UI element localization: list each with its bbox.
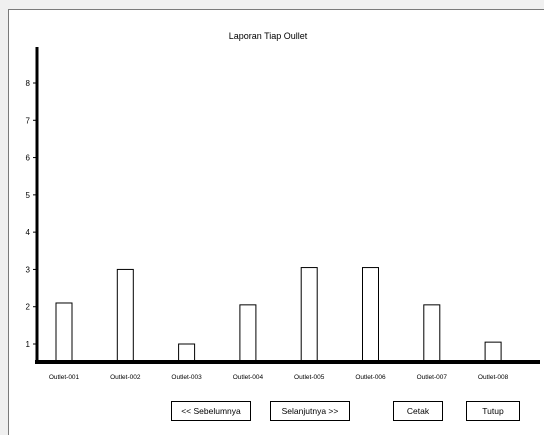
bars xyxy=(55,267,502,363)
chart-title: Laporan Tiap Oullet xyxy=(229,31,308,41)
x-tick-label: Outlet-002 xyxy=(110,374,141,381)
x-tick-label: Outlet-006 xyxy=(355,374,386,381)
bar xyxy=(55,302,73,363)
next-button[interactable]: Selanjutnya >> xyxy=(270,401,350,421)
y-tick-label: 1 xyxy=(26,340,31,349)
x-tick-label: Outlet-001 xyxy=(49,374,80,381)
close-button[interactable]: Tutup xyxy=(466,401,520,421)
y-tick-label: 5 xyxy=(26,191,31,200)
x-tick-label: Outlet-004 xyxy=(233,374,264,381)
y-tick-label: 8 xyxy=(26,79,31,88)
bar xyxy=(239,304,257,363)
bar xyxy=(362,267,379,363)
bar xyxy=(178,343,196,363)
previous-button[interactable]: << Sebelumnya xyxy=(171,401,251,421)
x-axis: Outlet-001 Outlet-002 Outlet-003 Outlet-004… xyxy=(35,360,540,381)
bar xyxy=(484,341,502,363)
bar xyxy=(300,267,318,363)
bar xyxy=(116,268,134,363)
y-axis: 1 2 3 4 5 6 7 8 xyxy=(26,47,39,362)
bar xyxy=(423,304,441,363)
x-tick-label: Outlet-008 xyxy=(478,374,509,381)
y-tick-label: 2 xyxy=(26,303,31,312)
y-tick-label: 7 xyxy=(26,116,31,125)
x-tick-label: Outlet-005 xyxy=(294,374,325,381)
print-button[interactable]: Cetak xyxy=(393,401,443,421)
y-tick-label: 6 xyxy=(26,154,31,163)
x-tick-label: Outlet-007 xyxy=(417,374,448,381)
y-tick-label: 4 xyxy=(26,228,31,237)
x-tick-label: Outlet-003 xyxy=(171,374,202,381)
y-tick-label: 3 xyxy=(26,265,31,274)
